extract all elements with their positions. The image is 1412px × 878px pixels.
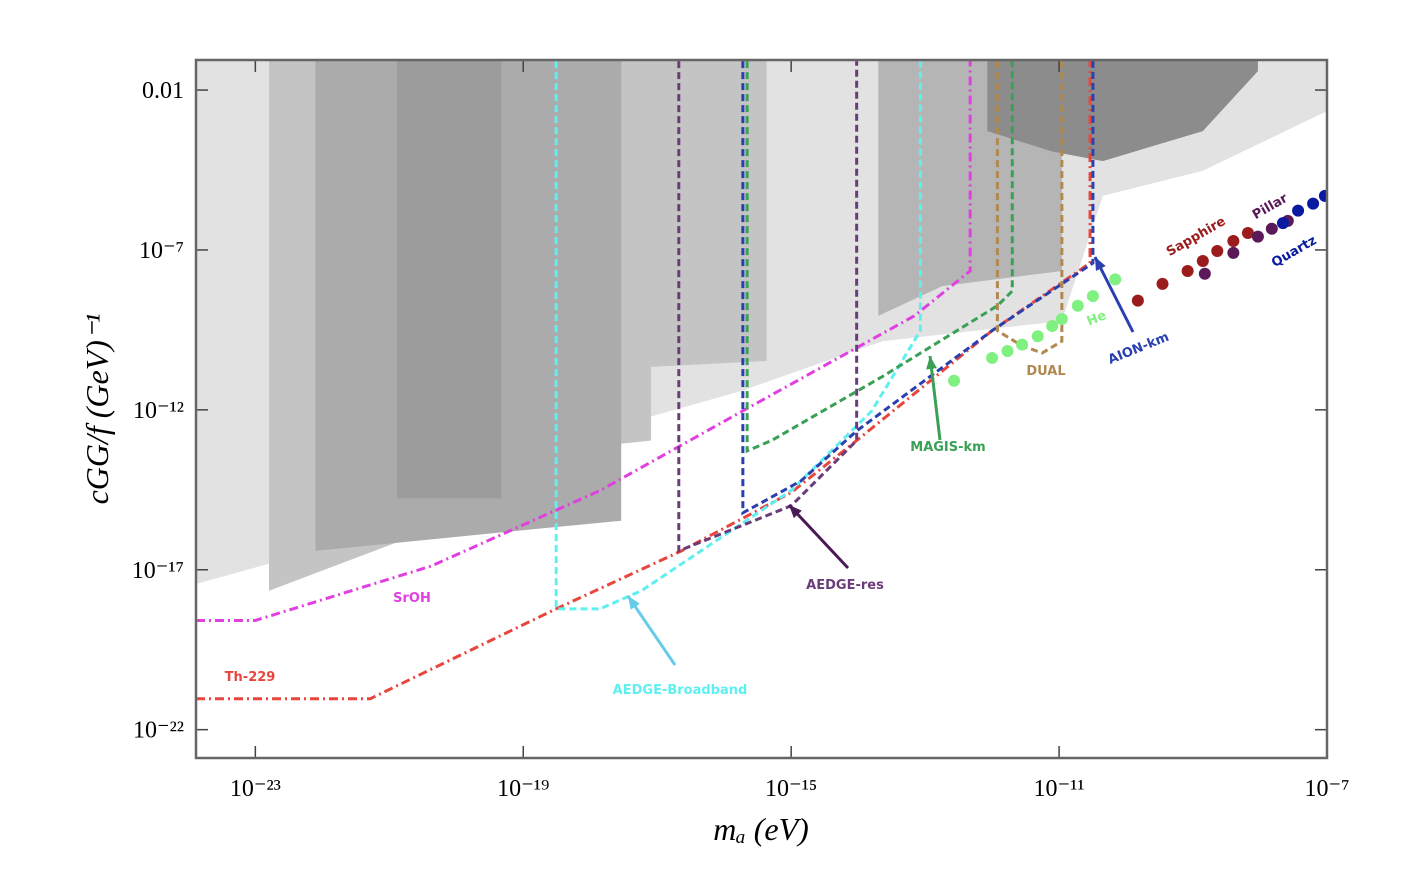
series-label: He (1085, 308, 1109, 329)
point (1031, 330, 1044, 343)
plot-frame (194, 58, 1329, 760)
arrow-shaft (1093, 256, 1135, 333)
point (1227, 246, 1240, 259)
point (986, 351, 999, 364)
arrow-head (926, 356, 937, 370)
x-tick-label: 10⁻¹¹ (1034, 776, 1085, 802)
exclusion-region (987, 60, 1258, 162)
point (948, 374, 961, 387)
point (1292, 204, 1305, 217)
series-label: AION-km (1106, 330, 1171, 368)
point (1198, 267, 1211, 280)
point (1016, 338, 1029, 351)
arrow-shaft (928, 355, 942, 441)
series-label: AEDGE-Broadband (613, 683, 748, 698)
arrow-head (1095, 257, 1106, 271)
x-tick-label: 10⁻²³ (230, 776, 281, 802)
projection-line (741, 61, 1095, 516)
point (1196, 255, 1209, 268)
x-axis-label: mₐ (eV) (713, 811, 809, 847)
point (1276, 217, 1289, 230)
series-label: Th-229 (225, 670, 276, 685)
point (1086, 290, 1099, 303)
x-tick-label: 10⁻⁷ (1304, 776, 1349, 802)
series-label: SrOH (393, 591, 431, 606)
projection-line (745, 61, 1014, 454)
arrow-shaft (626, 595, 677, 666)
exclusion-region (396, 60, 502, 499)
arrow-head (789, 505, 802, 519)
point (1046, 319, 1059, 332)
point (1131, 294, 1144, 307)
point (1307, 197, 1320, 210)
series-label: MAGIS-km (910, 440, 985, 455)
arrow-head (628, 596, 640, 610)
point (1001, 345, 1014, 358)
x-tick-label: 10⁻¹⁵ (765, 776, 817, 802)
point (1181, 264, 1194, 277)
projection-line (995, 61, 1064, 355)
y-tick-label: 10⁻¹⁷ (132, 558, 184, 584)
point (1318, 189, 1327, 202)
y-tick-label: 10⁻⁷ (139, 238, 184, 264)
point (1265, 222, 1278, 235)
point (1071, 299, 1084, 312)
point (1251, 230, 1264, 243)
plot-area (196, 60, 1327, 701)
y-tick-label: 10⁻¹² (133, 398, 184, 424)
projection-line (196, 61, 972, 622)
point (1227, 235, 1240, 248)
point (1241, 226, 1254, 239)
y-axis-label: cGG/f (GeV)⁻¹ (79, 314, 115, 505)
point (1211, 244, 1224, 257)
series-label: AEDGE-res (806, 578, 884, 593)
point (1055, 313, 1068, 326)
y-tick-label: 0.01 (142, 78, 184, 104)
y-tick-label: 10⁻²² (133, 718, 184, 744)
point (1109, 273, 1122, 286)
arrow-shaft (787, 503, 850, 570)
x-tick-label: 10⁻¹⁹ (497, 776, 549, 802)
projection-line (554, 61, 922, 611)
series-label: Quartz (1269, 233, 1319, 271)
series-label: DUAL (1026, 364, 1065, 379)
point (1156, 277, 1169, 290)
